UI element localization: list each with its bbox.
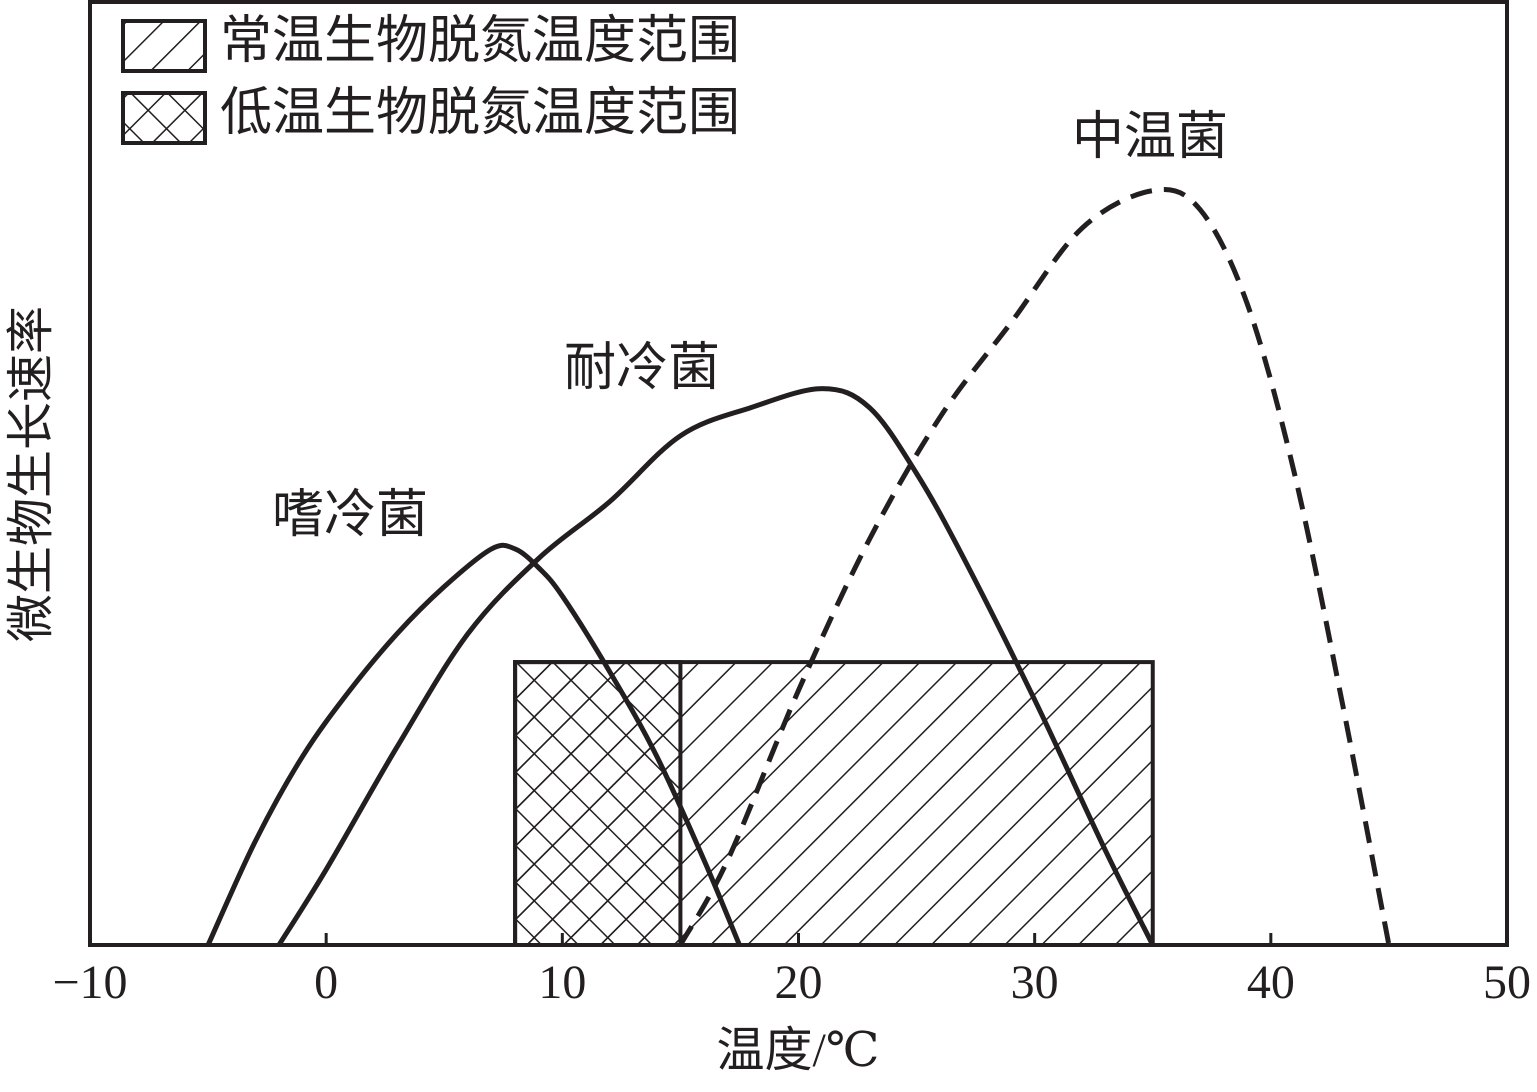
region: [513, 660, 683, 947]
x-tick-label: 40: [1247, 956, 1295, 1009]
legend-swatch: [121, 19, 207, 73]
legend-label: 常温生物脱氮温度范围: [220, 13, 740, 70]
x-tick-label: 0: [314, 956, 338, 1009]
y-axis-label: 微生物生长速率: [5, 306, 58, 642]
series-label: 嗜冷菌: [272, 487, 428, 544]
line: [678, 187, 1392, 947]
x-tick-label: 50: [1483, 956, 1531, 1009]
x-tick-label: 20: [775, 956, 823, 1009]
line: [205, 542, 742, 947]
legend-label: 低温生物脱氮温度范围: [220, 85, 740, 142]
x-tick-label: −10: [52, 956, 127, 1009]
series-label: 中温菌: [1072, 109, 1228, 166]
line: [276, 386, 1155, 947]
x-axis-label: 温度/℃: [716, 1024, 879, 1077]
legend-swatch: [121, 91, 207, 145]
series-label: 耐冷菌: [564, 340, 720, 397]
x-tick-label: 30: [1011, 956, 1059, 1009]
x-tick-label: 10: [538, 956, 586, 1009]
